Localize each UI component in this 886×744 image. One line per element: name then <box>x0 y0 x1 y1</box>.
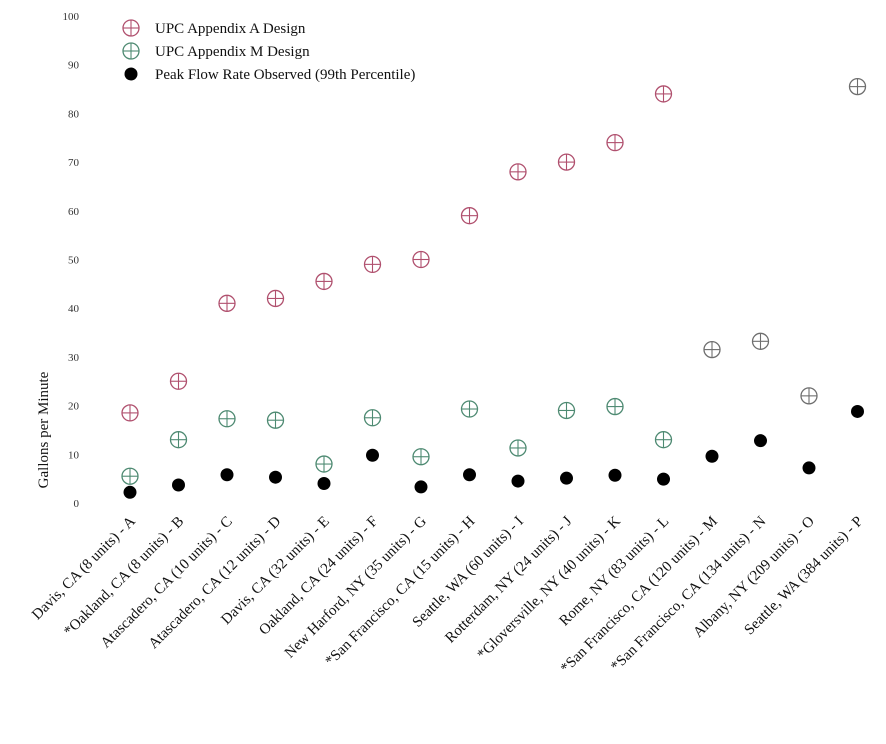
series-3-point <box>851 404 864 418</box>
series-2-point <box>751 332 770 350</box>
series-1-point <box>266 411 285 429</box>
series-1-point <box>315 455 333 473</box>
series-3-point <box>366 448 379 462</box>
series-2-point <box>703 340 721 359</box>
series-0-point <box>266 289 285 308</box>
series-1-point <box>654 431 673 449</box>
series-3-point <box>560 471 573 485</box>
series-3-point <box>802 461 816 475</box>
y-tick-label: 90 <box>68 60 80 72</box>
series-2-point <box>848 77 867 96</box>
y-tick-label: 60 <box>68 206 80 218</box>
series-0-point <box>121 404 139 422</box>
series-0-point <box>557 153 576 171</box>
y-tick-label: 40 <box>68 303 80 315</box>
data-points <box>121 77 867 499</box>
series-1-point <box>557 401 576 420</box>
y-tick-label: 100 <box>63 11 80 23</box>
series-1-point <box>460 400 479 418</box>
series-0-point <box>218 294 236 312</box>
legend-marker <box>122 19 140 37</box>
y-tick-label: 30 <box>68 352 80 364</box>
y-tick-label: 80 <box>68 108 80 120</box>
series-0-point <box>315 272 333 291</box>
series-1-point <box>363 409 382 427</box>
series-2-point <box>800 387 818 405</box>
legend-label: UPC Appendix M Design <box>155 44 310 60</box>
y-axis: 0 10 20 30 40 50 60 70 80 90 100 <box>63 11 80 510</box>
legend-label: Peak Flow Rate Observed (99th Percentile… <box>155 67 415 83</box>
series-0-point <box>412 250 430 269</box>
y-tick-label: 20 <box>68 401 80 413</box>
series-3-point <box>657 472 670 486</box>
legend-marker <box>122 42 140 60</box>
series-1-point <box>169 431 188 449</box>
series-0-point <box>363 255 382 274</box>
series-3-point <box>317 477 331 491</box>
series-0-point <box>606 133 624 152</box>
y-tick-label: 10 <box>68 449 80 461</box>
series-3-point <box>463 468 476 482</box>
series-3-point <box>414 480 428 494</box>
series-1-point <box>606 397 624 416</box>
series-3-point <box>754 434 767 448</box>
x-axis-category-labels: Davis, CA (8 units) - A*Oakland, CA (8 u… <box>29 513 866 676</box>
y-axis-title: Gallons per Minute <box>36 371 52 488</box>
series-1-point <box>121 467 139 485</box>
series-1-point <box>509 439 527 457</box>
y-tick-label: 70 <box>68 157 80 169</box>
series-3-point <box>269 470 282 484</box>
legend-marker <box>124 67 138 81</box>
series-3-point <box>123 485 137 499</box>
legend: UPC Appendix A Design UPC Appendix M Desi… <box>122 19 415 83</box>
series-0-point <box>169 372 188 390</box>
series-3-point <box>608 468 622 482</box>
series-0-point <box>509 163 527 181</box>
series-3-point <box>511 474 525 488</box>
series-3-point <box>172 478 185 492</box>
series-3-point <box>220 468 234 482</box>
y-tick-label: 0 <box>74 498 80 510</box>
legend-label: UPC Appendix A Design <box>155 21 306 37</box>
series-0-point <box>460 207 479 225</box>
series-1-point <box>218 410 236 428</box>
series-3-point <box>705 449 719 463</box>
series-0-point <box>654 85 673 103</box>
y-tick-label: 50 <box>68 255 80 267</box>
series-1-point <box>412 448 430 466</box>
